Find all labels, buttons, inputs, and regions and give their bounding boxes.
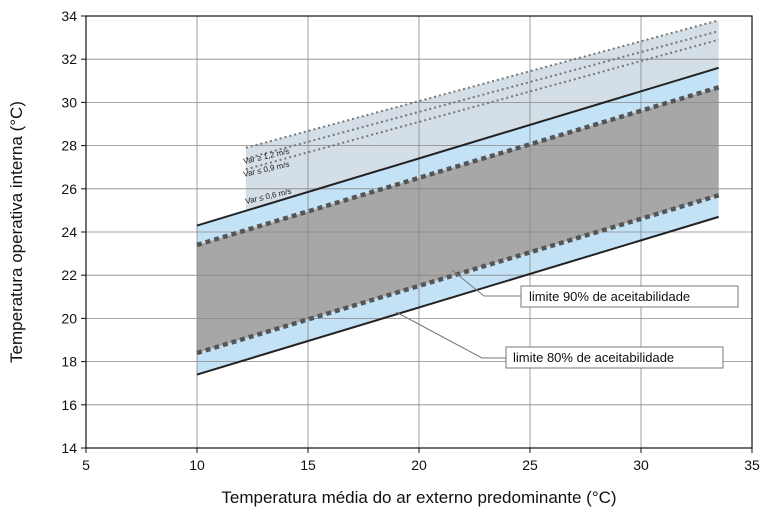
line-90-upper (196, 85, 720, 248)
callout-80-box (505, 346, 724, 369)
x-tick-label-5: 30 (633, 457, 649, 473)
y-tick-label-0: 14 (61, 440, 77, 456)
y-axis-label: Temperatura operativa interna (°C) (7, 101, 26, 363)
x-tick-label-1: 10 (189, 457, 205, 473)
x-tick-label-0: 5 (82, 457, 90, 473)
line-airspeed-1 (245, 30, 719, 160)
series-lines (196, 19, 720, 376)
airspeed-region (245, 20, 719, 211)
x-axis-label: Temperatura média do ar externo predomin… (221, 488, 616, 507)
callout-90-leader (451, 269, 521, 297)
band-90 (197, 87, 719, 353)
line-airspeed-0 (245, 38, 719, 171)
y-tick-label-7: 28 (61, 138, 77, 154)
y-tick-label-10: 34 (61, 8, 77, 24)
y-tick-label-2: 18 (61, 354, 77, 370)
callout-80: limite 80% de aceitabilidade (395, 311, 724, 369)
x-tick-label-6: 35 (744, 457, 760, 473)
callout-90-box (520, 285, 739, 308)
x-tick-label-2: 15 (300, 457, 316, 473)
y-tick-label-5: 24 (61, 224, 77, 240)
callout-80-leader (395, 311, 506, 359)
line-80-lower (196, 215, 719, 376)
x-tick-label-4: 25 (522, 457, 538, 473)
ticks: 5 10 15 20 25 30 35 14 16 18 20 22 24 26 28 30 32 34 (61, 8, 760, 473)
callout-90: limite 90% de aceitabilidade (451, 269, 739, 308)
y-tick-label-6: 26 (61, 181, 77, 197)
line-80-upper (196, 66, 719, 227)
y-tick-label-9: 32 (61, 51, 77, 67)
y-tick-label-1: 16 (61, 397, 77, 413)
fill-regions (197, 20, 719, 375)
y-tick-label-4: 22 (61, 267, 77, 283)
callout-80-text: limite 80% de aceitabilidade (513, 350, 674, 365)
callout-90-text: limite 90% de aceitabilidade (529, 289, 690, 304)
line-airspeed-2 (245, 19, 719, 149)
x-tick-label-3: 20 (411, 457, 427, 473)
y-tick-label-3: 20 (61, 310, 77, 326)
y-tick-label-8: 30 (61, 94, 77, 110)
